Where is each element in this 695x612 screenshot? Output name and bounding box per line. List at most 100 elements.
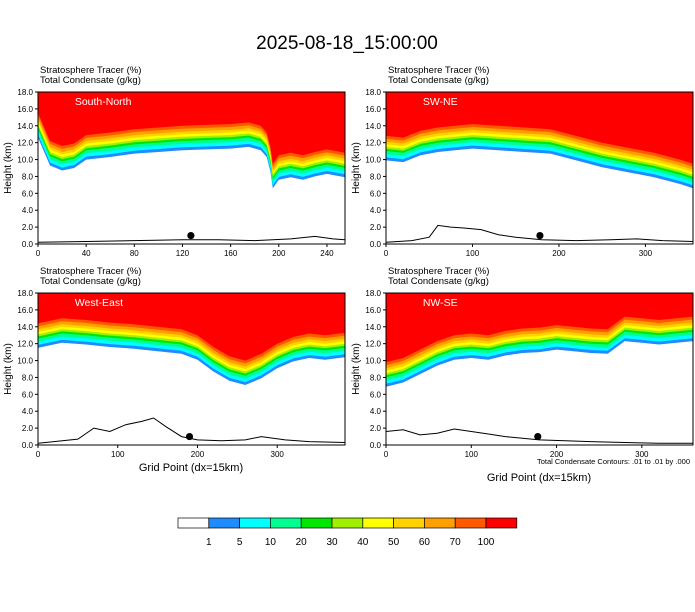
y-tick-label: 0.0 (22, 441, 34, 450)
colorbar-label: 20 (296, 537, 308, 548)
panel-south-north: Stratosphere Tracer (%)Total Condensate … (3, 65, 346, 258)
x-tick-label: 80 (130, 249, 139, 258)
x-axis-label-right: Grid Point (dx=15km) (487, 472, 591, 484)
y-tick-label: 6.0 (370, 390, 382, 399)
y-tick-label: 0.0 (370, 441, 382, 450)
y-tick-label: 12.0 (17, 340, 33, 349)
panel-header-condensate: Total Condensate (g/kg) (388, 75, 489, 86)
y-tick-label: 18.0 (17, 289, 33, 298)
panel-field (386, 92, 693, 244)
y-axis-label: Height (km) (3, 142, 14, 194)
colorbar-label: 40 (357, 537, 369, 548)
panel-sw-ne: Stratosphere Tracer (%)Total Condensate … (351, 65, 694, 258)
colorbar-label: 60 (419, 537, 431, 548)
y-tick-label: 2.0 (370, 424, 382, 433)
y-tick-label: 2.0 (370, 223, 382, 232)
colorbar-swatch (362, 517, 394, 529)
panel-header-condensate: Total Condensate (g/kg) (40, 75, 141, 86)
colorbar-swatch (393, 517, 425, 529)
colorbar-label: 1 (206, 537, 212, 548)
x-tick-label: 40 (82, 249, 91, 258)
tracer-band (38, 92, 345, 164)
y-tick-label: 0.0 (22, 240, 34, 249)
y-tick-label: 12.0 (365, 340, 381, 349)
contour-note: Total Condensate Contours: .01 to .01 by… (537, 457, 690, 466)
terrain-contour (38, 235, 345, 243)
x-tick-label: 0 (36, 450, 41, 459)
panel-header-tracer: Stratosphere Tracer (%) (40, 65, 141, 76)
x-tick-label: 300 (271, 450, 285, 459)
y-tick-label: 12.0 (17, 139, 33, 148)
y-axis-label: Height (km) (3, 343, 14, 395)
y-tick-label: 0.0 (370, 240, 382, 249)
y-tick-label: 16.0 (17, 105, 33, 114)
y-tick-label: 14.0 (17, 323, 33, 332)
colorbar-label: 5 (237, 537, 243, 548)
location-marker (534, 432, 542, 441)
x-tick-label: 0 (36, 249, 41, 258)
x-tick-label: 0 (384, 450, 389, 459)
x-tick-label: 300 (639, 249, 653, 258)
colorbar-label: 10 (265, 537, 277, 548)
y-tick-label: 14.0 (17, 122, 33, 131)
plot-frame (385, 91, 694, 245)
colorbar-label: 100 (478, 537, 495, 548)
y-tick-label: 14.0 (365, 323, 381, 332)
y-tick-label: 4.0 (22, 407, 34, 416)
colorbar-swatch (424, 517, 456, 529)
terrain-contour (386, 428, 693, 444)
y-tick-label: 18.0 (365, 88, 381, 97)
plot-frame (37, 292, 346, 446)
y-tick-label: 4.0 (370, 206, 382, 215)
y-tick-label: 6.0 (22, 390, 34, 399)
y-tick-label: 12.0 (365, 139, 381, 148)
panel-header-condensate: Total Condensate (g/kg) (388, 276, 489, 287)
colorbar-swatch (331, 517, 364, 529)
panel-header-tracer: Stratosphere Tracer (%) (388, 65, 489, 76)
location-marker (185, 432, 194, 441)
plot-frame (385, 292, 694, 446)
location-marker (187, 231, 195, 240)
y-axis-label: Height (km) (351, 343, 362, 395)
colorbar-swatch (270, 517, 302, 529)
y-tick-label: 10.0 (17, 357, 33, 366)
y-tick-label: 8.0 (22, 373, 34, 382)
x-axis-label-left: Grid Point (dx=15km) (139, 462, 243, 474)
y-tick-label: 10.0 (365, 357, 381, 366)
y-tick-label: 8.0 (370, 172, 382, 181)
y-tick-label: 14.0 (365, 122, 381, 131)
y-tick-label: 6.0 (370, 189, 382, 198)
panel-header-tracer: Stratosphere Tracer (%) (40, 266, 141, 277)
colorbar-swatch (239, 517, 271, 529)
colorbar-label: 50 (388, 537, 400, 548)
panel-label: SW-NE (423, 96, 458, 108)
panel-label: West-East (75, 297, 123, 309)
x-tick-label: 200 (550, 450, 564, 459)
panels: Stratosphere Tracer (%)Total Condensate … (3, 65, 694, 459)
colorbar-swatch (454, 517, 487, 529)
x-tick-label: 100 (111, 450, 125, 459)
y-tick-label: 2.0 (22, 424, 34, 433)
colorbar-swatch (208, 517, 240, 529)
terrain-contour (38, 417, 345, 444)
x-tick-label: 120 (176, 249, 190, 258)
tracer-band (386, 92, 693, 164)
y-tick-label: 2.0 (22, 223, 34, 232)
y-tick-label: 8.0 (22, 172, 34, 181)
colorbar: 1 5 10 20 30 40 50 60 70 100 (177, 517, 518, 548)
x-tick-label: 240 (320, 249, 334, 258)
x-tick-label: 200 (272, 249, 286, 258)
y-tick-label: 8.0 (370, 373, 382, 382)
y-tick-label: 16.0 (365, 105, 381, 114)
panel-field (38, 92, 345, 244)
x-tick-label: 100 (465, 450, 479, 459)
y-tick-label: 4.0 (22, 206, 34, 215)
y-axis-label: Height (km) (351, 142, 362, 194)
panel-field (386, 293, 693, 445)
x-tick-label: 300 (635, 450, 649, 459)
x-tick-label: 100 (466, 249, 480, 258)
figure-title: 2025-08-18_15:00:00 (256, 33, 438, 54)
colorbar-swatch (485, 517, 518, 529)
colorbar-swatch (300, 517, 333, 529)
